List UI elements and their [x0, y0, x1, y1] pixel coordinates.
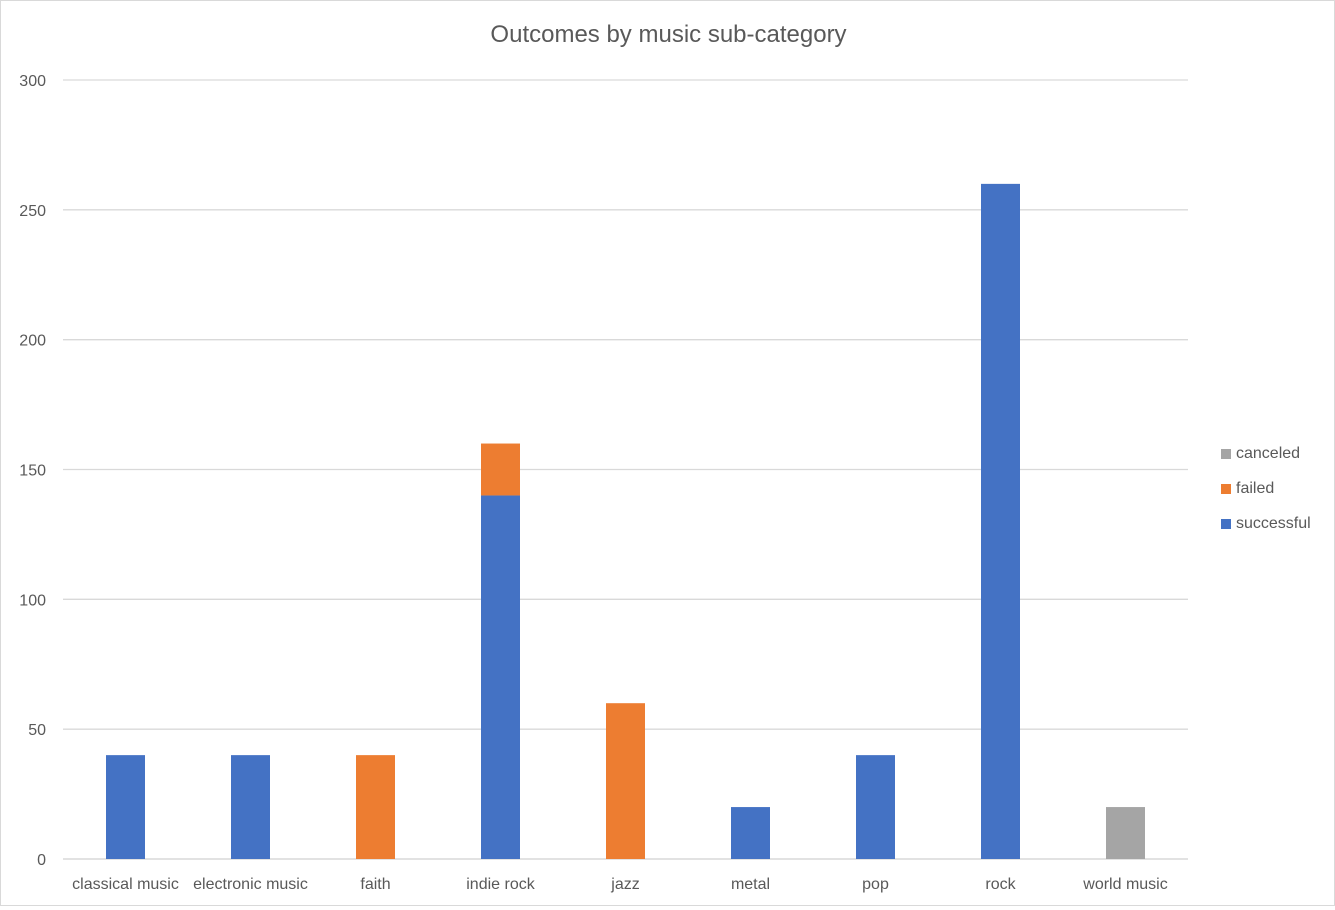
- legend-label: failed: [1236, 479, 1275, 497]
- legend-label: successful: [1236, 514, 1311, 532]
- bar-successful: [731, 807, 770, 859]
- y-tick-label: 300: [19, 73, 46, 90]
- y-tick-label: 100: [19, 592, 46, 609]
- legend-swatch: [1221, 483, 1231, 494]
- x-tick-label: rock: [985, 876, 1016, 893]
- x-tick-label: electronic music: [193, 876, 308, 893]
- x-tick-label: faith: [360, 876, 390, 893]
- chart-title: Outcomes by music sub-category: [490, 21, 847, 48]
- legend-swatch: [1221, 448, 1231, 459]
- y-tick-label: 250: [19, 203, 46, 220]
- bar-successful: [981, 183, 1020, 859]
- x-tick-label: pop: [862, 876, 889, 893]
- y-tick-label: 0: [37, 852, 46, 869]
- legend-label: canceled: [1236, 444, 1301, 462]
- legend-swatch: [1221, 518, 1231, 529]
- legend-item-successful: successful: [1221, 506, 1311, 541]
- legend-item-canceled: canceled: [1221, 436, 1311, 471]
- bar-failed: [481, 443, 520, 496]
- y-tick-label: 200: [19, 333, 46, 350]
- bar-successful: [481, 495, 520, 859]
- bar-canceled: [1106, 807, 1145, 859]
- legend: canceled failed successful: [1221, 436, 1311, 541]
- bar-successful: [856, 755, 895, 859]
- x-tick-label: indie rock: [466, 876, 535, 893]
- bar-successful: [106, 755, 145, 859]
- y-tick-label: 50: [28, 722, 46, 739]
- legend-item-failed: failed: [1221, 471, 1311, 506]
- x-tick-label: jazz: [610, 876, 639, 893]
- bar-failed: [356, 755, 395, 859]
- bar-successful: [231, 755, 270, 859]
- x-tick-label: world music: [1082, 876, 1167, 893]
- y-tick-label: 150: [19, 463, 46, 480]
- bar-failed: [606, 703, 645, 859]
- x-tick-label: metal: [731, 876, 770, 893]
- x-tick-label: classical music: [72, 876, 179, 893]
